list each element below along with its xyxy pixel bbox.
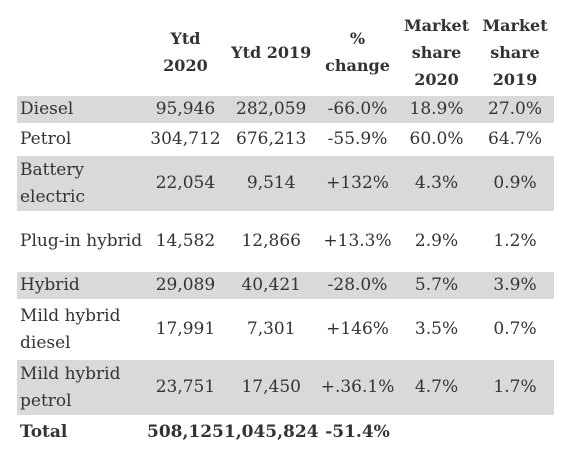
cell-share-2019: 0.7%	[476, 302, 554, 360]
row-label: Total	[20, 421, 68, 442]
header-fuel-type	[17, 8, 147, 96]
cell-percent-change: -28.0%	[318, 272, 397, 302]
cell-ytd-2020: 14,582	[147, 214, 224, 272]
table-row-mild-hybrid-petrol: Mild hybrid petrol 23,751 17,450 +.36.1%…	[17, 360, 554, 418]
cell-share-2020: 18.9%	[396, 96, 477, 126]
cell-share-2020: 4.7%	[396, 360, 477, 418]
header-row: Ytd 2020 Ytd 2019 % change Market share …	[17, 8, 554, 96]
cell-share-2019: 1.2%	[476, 214, 554, 272]
row-label: Mild hybrid diesel	[17, 302, 147, 360]
table-row-petrol: Petrol 304,712 676,213 -55.9% 60.0% 64.7…	[17, 126, 554, 156]
cell-ytd-2019: 12,866	[223, 214, 319, 272]
cell-share-2020: 60.0%	[396, 126, 477, 156]
table-row-mild-hybrid-diesel: Mild hybrid diesel 17,991 7,301 +146% 3.…	[17, 302, 554, 360]
cell-share-2020: 5.7%	[396, 272, 477, 302]
cell-ytd-2019: 9,514	[223, 156, 319, 214]
cell-ytd-2020: 23,751	[147, 360, 224, 418]
table-row-plug-in-hybrid: Plug-in hybrid 14,582 12,866 +13.3% 2.9%…	[17, 214, 554, 272]
cell-share-2019: 3.9%	[476, 272, 554, 302]
cell-percent-change: -66.0%	[318, 96, 397, 126]
table-row-hybrid: Hybrid 29,089 40,421 -28.0% 5.7% 3.9%	[17, 272, 554, 302]
table-row-battery-electric: Battery electric 22,054 9,514 +132% 4.3%…	[17, 156, 554, 214]
header-ytd-2020: Ytd 2020	[163, 29, 208, 75]
row-label: Battery electric	[17, 156, 147, 214]
fuel-type-sales-table: Ytd 2020 Ytd 2019 % change Market share …	[17, 8, 554, 446]
cell-ytd-2020: 508,125	[147, 421, 224, 442]
table-row-total: Total 508,125 1,045,824 -51.4%	[17, 418, 554, 446]
cell-ytd-2019: 7,301	[223, 302, 319, 360]
header-market-share-2019: Market share 2019	[482, 15, 548, 89]
cell-percent-change: -51.4%	[325, 421, 390, 442]
row-label: Petrol	[17, 126, 147, 156]
row-label: Hybrid	[17, 272, 147, 302]
cell-share-2019	[477, 418, 554, 446]
cell-percent-change: +132%	[318, 156, 397, 214]
cell-percent-change: +146%	[318, 302, 397, 360]
cell-share-2019: 64.7%	[476, 126, 554, 156]
cell-ytd-2019: 676,213	[223, 126, 319, 156]
cell-percent-change: +.36.1%	[318, 360, 397, 418]
cell-percent-change: +13.3%	[318, 214, 397, 272]
row-label: Plug-in hybrid	[17, 214, 147, 272]
cell-ytd-2020: 29,089	[147, 272, 224, 302]
cell-ytd-2020: 95,946	[147, 96, 224, 126]
row-label: Diesel	[17, 96, 147, 126]
header-market-share-2020: Market share 2020	[403, 15, 470, 89]
cell-ytd-2019: 282,059	[223, 96, 319, 126]
cell-ytd-2019: 40,421	[223, 272, 319, 302]
cell-ytd-2019: 17,450	[223, 360, 319, 418]
cell-share-2020: 4.3%	[396, 156, 477, 214]
cell-ytd-2020: 304,712	[147, 126, 224, 156]
cell-share-2020	[397, 418, 477, 446]
cell-share-2019: 1.7%	[476, 360, 554, 418]
cell-ytd-2019: 1,045,824	[223, 421, 319, 442]
cell-ytd-2020: 22,054	[147, 156, 224, 214]
header-percent-change: % change	[325, 29, 390, 75]
row-label: Mild hybrid petrol	[17, 360, 147, 418]
cell-share-2020: 3.5%	[396, 302, 477, 360]
cell-percent-change: -55.9%	[318, 126, 397, 156]
header-ytd-2019: Ytd 2019	[231, 42, 312, 62]
cell-ytd-2020: 17,991	[147, 302, 224, 360]
cell-share-2019: 0.9%	[476, 156, 554, 214]
cell-share-2020: 2.9%	[396, 214, 477, 272]
cell-share-2019: 27.0%	[476, 96, 554, 126]
table-row-diesel: Diesel 95,946 282,059 -66.0% 18.9% 27.0%	[17, 96, 554, 126]
